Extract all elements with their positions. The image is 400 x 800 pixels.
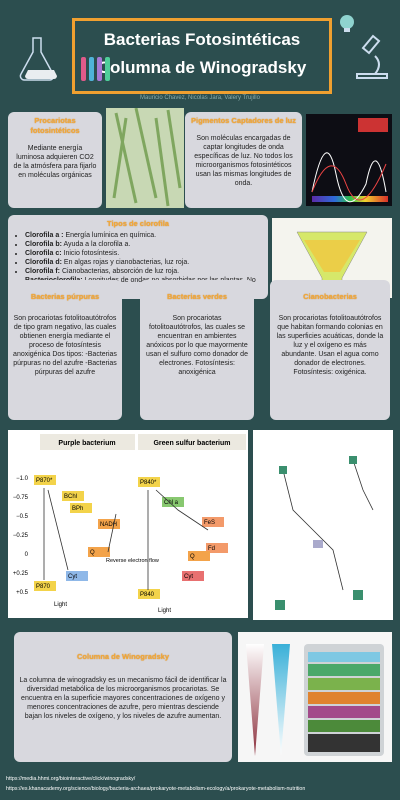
box-label: Cyt bbox=[184, 574, 193, 580]
box-label: Light bbox=[158, 608, 171, 614]
microscope-icon bbox=[340, 15, 388, 79]
title-frame bbox=[72, 18, 332, 94]
panel: Cianobacterias Son procariotas fotolitoa… bbox=[270, 280, 390, 420]
z-scheme bbox=[253, 430, 393, 620]
text: Son procariotas fotolitoautótrofos de ti… bbox=[13, 314, 117, 377]
title: Columna de Winogradsky bbox=[97, 58, 307, 77]
text: Mediante energía luminosa adquieren CO2 … bbox=[13, 144, 97, 179]
panel: Bacterias púrpuras Son procariotas fotol… bbox=[8, 280, 122, 420]
box-label: Light bbox=[54, 602, 67, 608]
list-item: Clorofila d: En algas rojas y cianobacte… bbox=[25, 258, 263, 267]
panel: Pigmentos Captadores de luz Son molécula… bbox=[185, 112, 302, 208]
term: Clorofila a : bbox=[25, 231, 64, 239]
term: Clorofila f: bbox=[25, 268, 60, 276]
box bbox=[66, 571, 88, 581]
description: En algas rojas y cianobacterias, luz roj… bbox=[63, 259, 190, 267]
box-label: P840* bbox=[140, 480, 157, 486]
heading: Tipos de clorofila bbox=[107, 219, 169, 228]
box bbox=[88, 547, 110, 557]
box-label: Fd bbox=[208, 546, 215, 552]
heading: Bacterias verdes bbox=[166, 292, 228, 301]
list-item: Clorofila a : Energía lumínica en químic… bbox=[25, 231, 263, 240]
reference: https://media.hhmi.org/biointeractive/cl… bbox=[6, 776, 136, 782]
list-item: Clorofila c: Inicio fotosíntesis. bbox=[25, 249, 263, 258]
box bbox=[34, 475, 56, 485]
micrograph bbox=[106, 108, 184, 208]
box bbox=[188, 551, 210, 561]
description: Inicio fotosíntesis. bbox=[63, 249, 120, 257]
term: Clorofila d: bbox=[25, 259, 62, 267]
reference: https://es.khanacademy.org/science/biolo… bbox=[6, 786, 306, 792]
box-label: BPh bbox=[72, 506, 83, 512]
box bbox=[182, 571, 204, 581]
flask-icon bbox=[19, 37, 57, 81]
heading: Bacterias púrpuras bbox=[30, 292, 100, 301]
text: Son moléculas encargadas de captar longi… bbox=[194, 134, 293, 188]
heading: Columna de Winogradsky bbox=[76, 652, 170, 661]
tick-label: −1.0 bbox=[16, 476, 29, 482]
box bbox=[162, 497, 184, 507]
description: Cianobacterias, absorción de luz roja. bbox=[61, 268, 180, 276]
text: Son procariotas fotolitoautótrofos que h… bbox=[276, 314, 384, 377]
list-item: Clorofila b: Ayuda a la clorofila a. bbox=[25, 240, 263, 249]
spectrum-image bbox=[306, 114, 392, 206]
panel: Columna de Winogradsky La columna de win… bbox=[14, 632, 232, 762]
panel: Procariotas fotosintéticos Mediante ener… bbox=[8, 112, 102, 208]
term: Clorofila b: bbox=[25, 240, 62, 248]
description: Energía lumínica en química. bbox=[65, 231, 157, 239]
title: Bacterias Fotosintéticas bbox=[103, 30, 301, 49]
box bbox=[206, 543, 228, 553]
box bbox=[138, 589, 160, 599]
term: Clorofila c: bbox=[25, 249, 62, 257]
authors: Mauricio Chavez, Nicolas Jara, Valery Tr… bbox=[140, 95, 260, 101]
box-label: Cyt bbox=[68, 574, 77, 580]
heading: Cianobacterias bbox=[303, 292, 357, 301]
description: Ayuda a la clorofila a. bbox=[63, 240, 131, 248]
tick-label: 0 bbox=[25, 552, 29, 558]
box bbox=[202, 517, 224, 527]
list-item: Clorofila f: Cianobacterias, absorción d… bbox=[25, 267, 263, 276]
box bbox=[138, 477, 160, 487]
box bbox=[34, 581, 56, 591]
tubes-icon bbox=[81, 57, 110, 81]
tick-label: +0.5 bbox=[16, 590, 29, 596]
arrow bbox=[147, 489, 209, 590]
panel: Bacterias verdes Son procariotas fotolit… bbox=[140, 280, 254, 420]
box-label: FeS bbox=[204, 520, 215, 526]
box-label: Q bbox=[190, 554, 195, 560]
text: La columna de winogradsky es un mecanism… bbox=[19, 676, 227, 721]
tick-label: +0.25 bbox=[13, 571, 29, 577]
box-label: P870* bbox=[36, 478, 53, 484]
figure-title: Green sulfur bacterium bbox=[153, 440, 230, 447]
annotation: Reverse electron flow bbox=[106, 558, 159, 564]
heading: Procariotas fotosintéticos bbox=[30, 116, 80, 135]
text: Son procariotas fotolitoautótrofos, las … bbox=[146, 314, 248, 377]
box bbox=[98, 519, 120, 529]
box-label: NADH bbox=[100, 522, 117, 528]
tick-label: −0.5 bbox=[16, 514, 29, 520]
tick-label: −0.25 bbox=[13, 533, 29, 539]
box-label: P870 bbox=[36, 584, 51, 590]
redox-diagram: Purple bacterium Green sulfur bacterium −1… bbox=[8, 430, 248, 618]
figure-title: Purple bacterium bbox=[58, 440, 115, 447]
tick-label: −0.75 bbox=[13, 495, 29, 501]
arrow bbox=[43, 488, 117, 580]
box bbox=[70, 503, 92, 513]
box-label: P840 bbox=[140, 592, 155, 598]
box-label: Chl a bbox=[164, 500, 179, 506]
box-label: Q bbox=[90, 550, 95, 556]
box-label: BChl bbox=[64, 494, 77, 500]
box bbox=[62, 491, 84, 501]
column-image bbox=[238, 632, 392, 762]
heading: Pigmentos Captadores de luz bbox=[190, 116, 297, 125]
